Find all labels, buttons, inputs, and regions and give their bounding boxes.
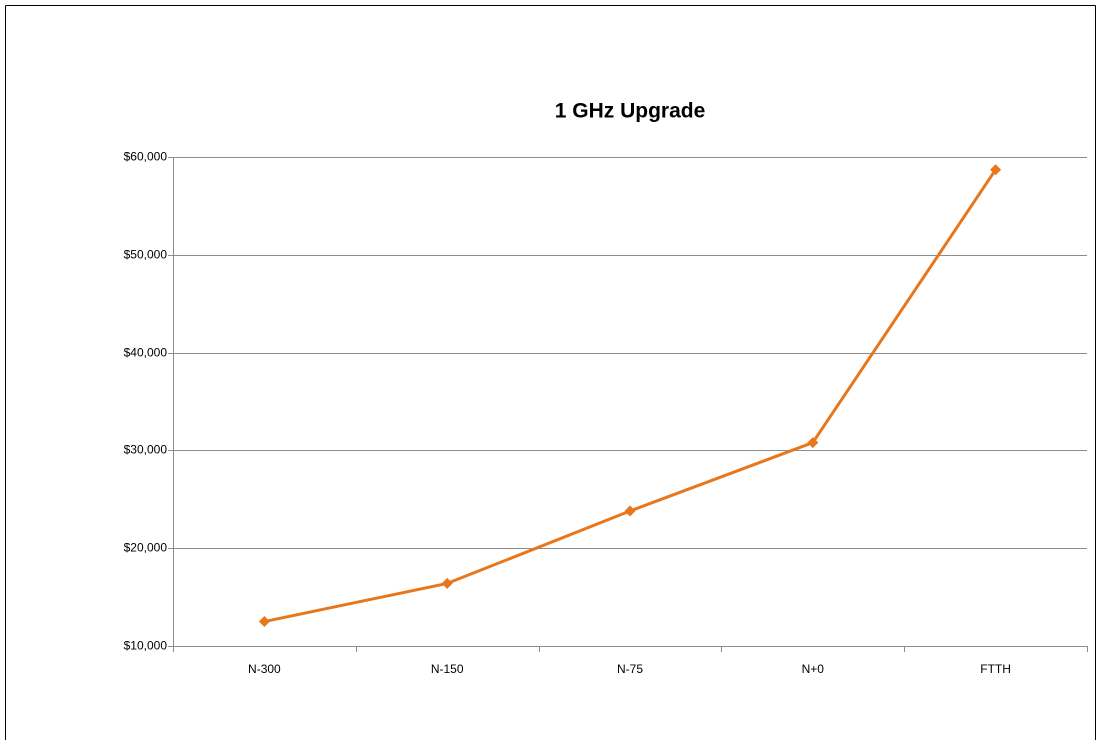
data-point bbox=[624, 505, 636, 517]
data-point bbox=[807, 437, 819, 449]
x-tick-label: FTTH bbox=[980, 662, 1011, 676]
x-tick-label: N-75 bbox=[617, 662, 643, 676]
x-tick-label: N+0 bbox=[802, 662, 825, 676]
y-tick-label: $10,000 bbox=[124, 639, 168, 653]
series-line bbox=[264, 168, 997, 624]
x-tick-label: N-150 bbox=[431, 662, 464, 676]
y-tick-label: $50,000 bbox=[124, 248, 168, 262]
x-tick-label: N-300 bbox=[248, 662, 281, 676]
y-tick-label: $20,000 bbox=[124, 541, 168, 555]
data-point bbox=[990, 164, 1002, 176]
y-tick-label: $40,000 bbox=[124, 346, 168, 360]
y-tick-label: $30,000 bbox=[124, 443, 168, 457]
y-tick-label: $60,000 bbox=[124, 150, 168, 164]
data-point bbox=[258, 616, 270, 628]
data-point bbox=[441, 577, 453, 589]
chart-title: 1 GHz Upgrade bbox=[555, 100, 706, 123]
